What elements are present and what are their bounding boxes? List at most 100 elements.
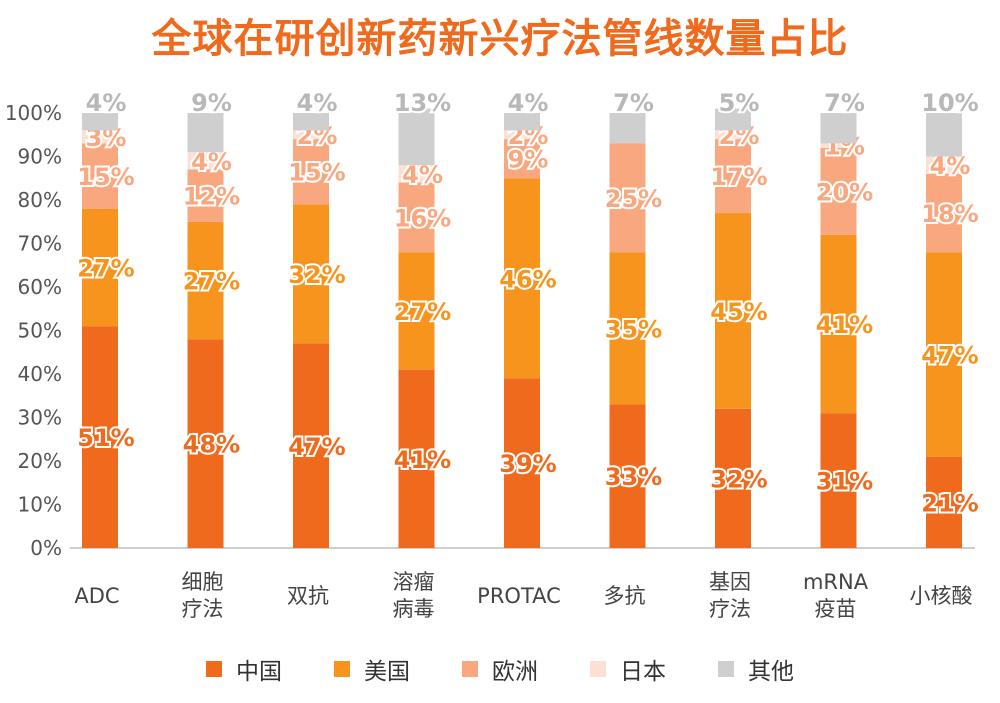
data-label-china: 47%: [288, 433, 345, 461]
bar-segment-usa: [82, 208, 118, 327]
bar-segment-usa: [926, 252, 962, 457]
chart-title: 全球在研创新药新兴疗法管线数量占比: [151, 16, 849, 62]
data-label-china: 33%: [605, 463, 662, 491]
bar-segment-europe: [398, 182, 435, 253]
bar-segment-usa: [609, 252, 646, 405]
legend-item-usa: 美国: [334, 652, 410, 686]
data-label-europe: 15%: [288, 159, 345, 187]
legend-label-europe: 欧洲: [492, 659, 538, 685]
data-label-usa: 45%: [710, 298, 767, 326]
bar-segment-china: [293, 343, 329, 548]
legend-item-china: 中国: [206, 652, 282, 686]
bar-segment-other: [609, 113, 646, 144]
data-label-usa: 27%: [77, 254, 134, 282]
data-label-europe: 20%: [816, 178, 873, 206]
legend: 中国 美国 欧洲 日本 其他: [0, 652, 1000, 686]
legend-swatch-other: [718, 661, 734, 677]
legend-label-china: 中国: [236, 659, 282, 685]
data-label-china: 39%: [499, 450, 556, 478]
y-tick-label: 0%: [30, 536, 62, 560]
data-label-china: 48%: [183, 431, 240, 459]
data-label-europe: 16%: [394, 204, 451, 232]
legend-label-usa: 美国: [364, 659, 410, 685]
data-label-europe: 9%: [508, 146, 549, 174]
bar-segment-other: [293, 113, 329, 131]
bar-segment-other: [715, 108, 751, 131]
x-category-label: mRNA: [803, 570, 869, 594]
bar-segment-usa: [187, 221, 224, 340]
x-category-label: PROTAC: [477, 584, 561, 608]
data-label-china: 51%: [77, 424, 134, 452]
y-tick-label: 90%: [18, 145, 62, 169]
bar-segment-europe: [926, 173, 962, 253]
legend-label-japan: 日本: [620, 659, 666, 685]
bar-segment-europe: [82, 143, 118, 209]
bar-segment-other: [398, 108, 435, 166]
bar-segment-usa: [504, 178, 540, 379]
data-label-china: 31%: [816, 468, 873, 496]
x-category-label: 疗法: [182, 597, 224, 621]
bar-segment-other: [82, 113, 118, 131]
y-tick-label: 100%: [5, 101, 62, 125]
data-label-other: 4%: [508, 89, 549, 117]
bar-segment-europe: [293, 139, 329, 205]
data-label-usa: 32%: [288, 261, 345, 289]
data-label-other: 5%: [719, 89, 760, 117]
bar-segment-japan: [293, 130, 329, 140]
y-tick-label: 20%: [18, 449, 62, 473]
bar-segment-japan: [820, 143, 857, 148]
data-label-other: 9%: [191, 89, 232, 117]
x-category-label: 溶瘤: [393, 570, 435, 594]
y-tick-label: 30%: [18, 406, 62, 430]
data-label-other: 10%: [921, 89, 978, 117]
bar-segment-china: [504, 378, 540, 548]
x-category-label: 疗法: [709, 597, 751, 621]
bar-segment-japan: [187, 152, 224, 170]
bar-segment-europe: [609, 143, 646, 253]
bar-segment-japan: [715, 130, 751, 140]
data-label-other: 13%: [394, 89, 451, 117]
data-label-other: 4%: [297, 89, 338, 117]
data-label-other: 4%: [86, 89, 127, 117]
x-category-label: 病毒: [393, 597, 435, 621]
bar-segment-china: [926, 456, 962, 548]
bar-segment-japan: [926, 156, 962, 174]
bar-segment-usa: [398, 252, 435, 370]
bar-segment-usa: [715, 213, 751, 409]
data-label-other: 7%: [613, 89, 654, 117]
y-tick-label: 50%: [18, 319, 62, 343]
bar-segment-europe: [715, 139, 751, 214]
x-category-label: 多抗: [604, 584, 646, 608]
bar-segment-europe: [187, 169, 224, 222]
data-label-china: 32%: [710, 465, 767, 493]
x-category-label: ADC: [74, 584, 119, 608]
bar-segment-other: [504, 113, 540, 131]
y-tick-label: 10%: [18, 493, 62, 517]
bar-segment-china: [820, 413, 857, 548]
legend-swatch-usa: [334, 661, 350, 677]
data-label-europe: 25%: [605, 185, 662, 213]
legend-swatch-japan: [590, 661, 606, 677]
bar-segment-japan: [504, 130, 540, 140]
x-category-label: 小核酸: [910, 584, 973, 608]
data-label-usa: 47%: [921, 341, 978, 369]
legend-swatch-europe: [462, 661, 478, 677]
x-category-label: 细胞: [182, 570, 224, 594]
data-label-china: 41%: [394, 446, 451, 474]
data-label-usa: 27%: [394, 298, 451, 326]
data-label-usa: 35%: [605, 315, 662, 343]
bar-segment-japan: [398, 165, 435, 183]
bar-segment-japan: [82, 130, 118, 144]
bar-segment-europe: [820, 147, 857, 235]
legend-swatch-china: [206, 661, 222, 677]
bar-segment-china: [609, 404, 646, 548]
y-tick-label: 80%: [18, 188, 62, 212]
bar-segment-other: [187, 113, 224, 153]
data-label-usa: 46%: [499, 265, 556, 293]
bar-segment-china: [187, 339, 224, 548]
bar-segment-europe: [504, 139, 540, 179]
y-tick-label: 60%: [18, 275, 62, 299]
data-label-usa: 41%: [816, 311, 873, 339]
bar-segment-usa: [820, 234, 857, 414]
